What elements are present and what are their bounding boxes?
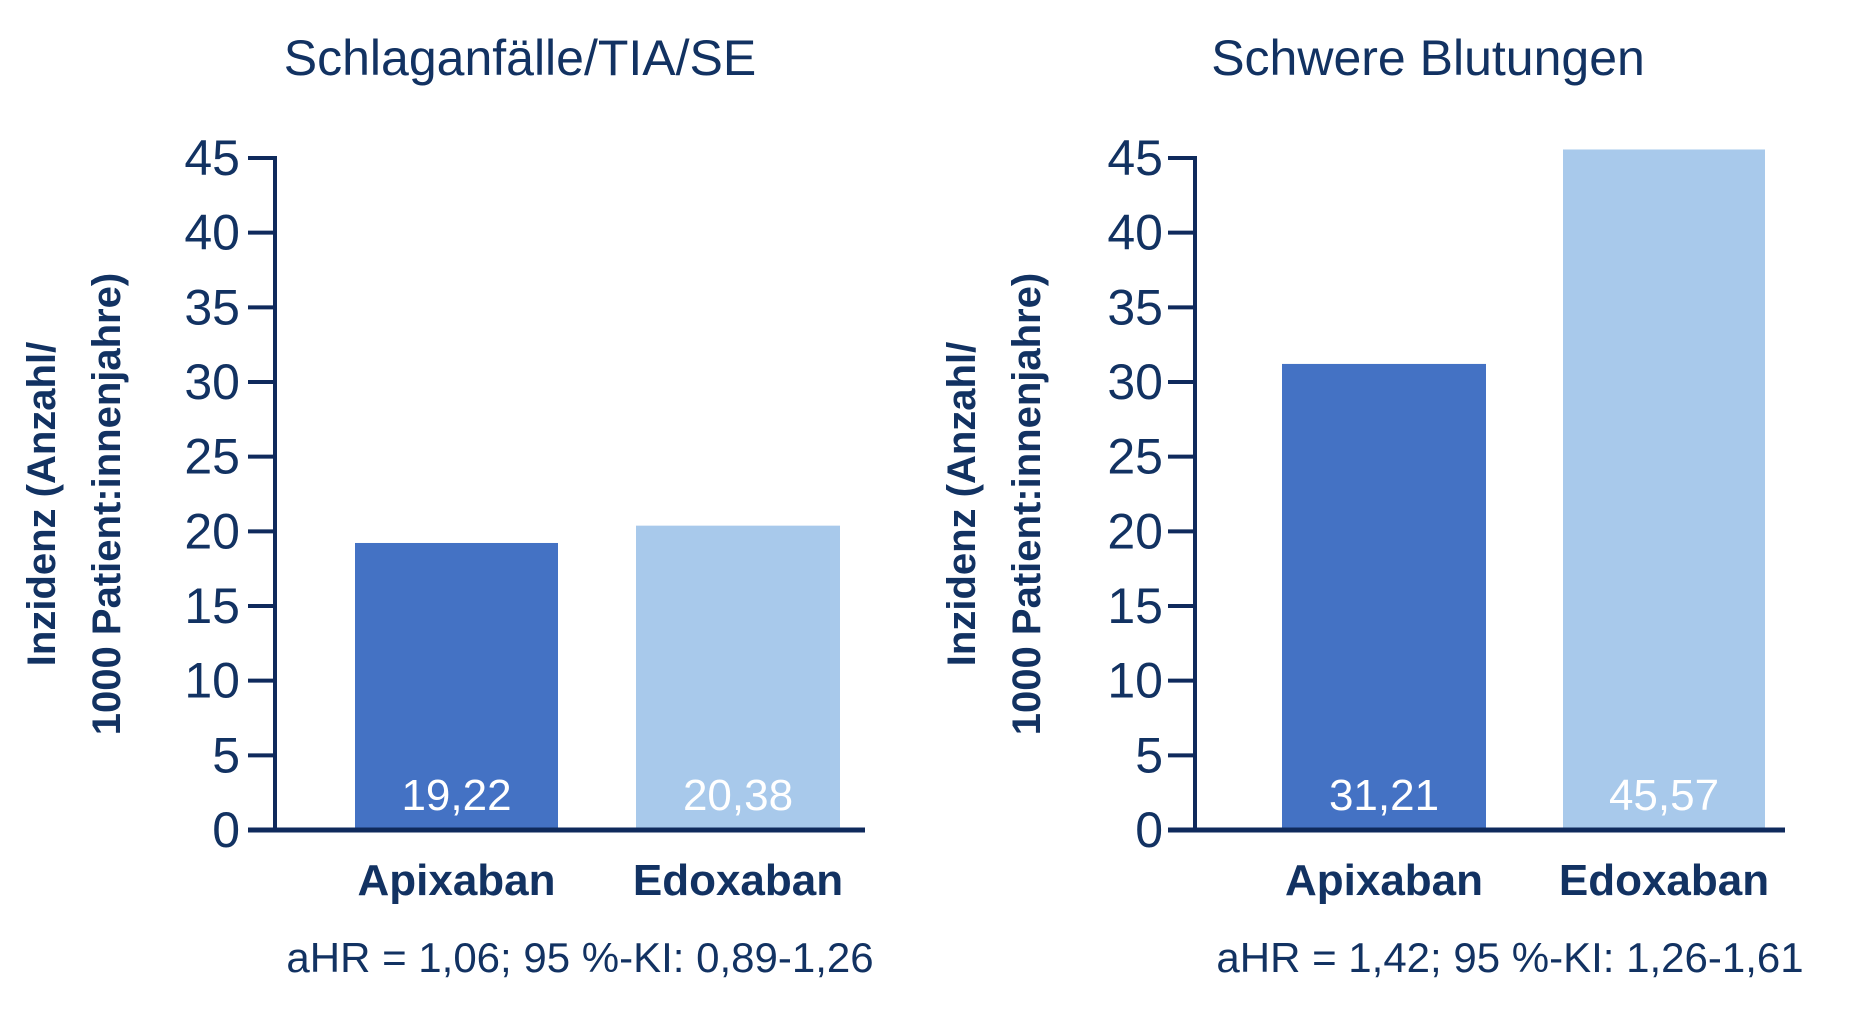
bar-apixaban <box>355 542 558 830</box>
y-tick-label: 45 <box>184 130 240 186</box>
x-category-label: Edoxaban <box>1559 856 1769 905</box>
x-category-label: Apixaban <box>357 856 555 905</box>
y-tick-label: 25 <box>184 429 240 485</box>
hazard-ratio-footnote: aHR = 1,06; 95 %-KI: 0,89-1,26 <box>286 934 873 981</box>
y-tick-label: 30 <box>184 354 240 410</box>
chart-2: Schwere Blutungen Inzidenz (Anzahl/1000 P… <box>940 30 1804 981</box>
y-tick-label: 20 <box>1107 503 1163 559</box>
y-axis-label-line1: Inzidenz (Anzahl/ <box>940 342 984 666</box>
hazard-ratio-footnote: aHR = 1,42; 95 %-KI: 1,26-1,61 <box>1216 934 1803 981</box>
y-tick-label: 0 <box>212 802 240 858</box>
y-tick-label: 35 <box>184 279 240 335</box>
chart-title: Schlaganfälle/TIA/SE <box>284 30 757 86</box>
bar-edoxaban <box>1563 149 1765 830</box>
y-tick-label: 10 <box>184 653 240 709</box>
bar-edoxaban <box>636 525 840 830</box>
y-tick-label: 40 <box>1107 205 1163 261</box>
x-category-label: Apixaban <box>1285 856 1483 905</box>
bar-value-label: 20,38 <box>683 771 793 820</box>
bar-value-label: 31,21 <box>1329 771 1439 820</box>
y-tick-label: 5 <box>1135 727 1163 783</box>
y-tick-label: 25 <box>1107 429 1163 485</box>
y-tick-label: 45 <box>1107 130 1163 186</box>
y-tick-label: 0 <box>1135 802 1163 858</box>
y-tick-label: 30 <box>1107 354 1163 410</box>
y-tick-label: 20 <box>184 503 240 559</box>
y-tick-label: 15 <box>1107 578 1163 634</box>
y-tick-label: 5 <box>212 727 240 783</box>
y-tick-label: 10 <box>1107 653 1163 709</box>
chart-title: Schwere Blutungen <box>1211 30 1645 86</box>
y-tick-label: 15 <box>184 578 240 634</box>
y-axis-label-line2: 1000 Patient:innenjahre) <box>85 273 129 735</box>
y-axis-label-line1: Inzidenz (Anzahl/ <box>20 342 64 666</box>
bar-value-label: 19,22 <box>401 771 511 820</box>
bar-apixaban <box>1282 363 1486 830</box>
y-axis-label-line2: 1000 Patient:innenjahre) <box>1005 273 1049 735</box>
x-category-label: Edoxaban <box>633 856 843 905</box>
y-tick-label: 40 <box>184 205 240 261</box>
y-tick-label: 35 <box>1107 279 1163 335</box>
bar-value-label: 45,57 <box>1609 771 1719 820</box>
